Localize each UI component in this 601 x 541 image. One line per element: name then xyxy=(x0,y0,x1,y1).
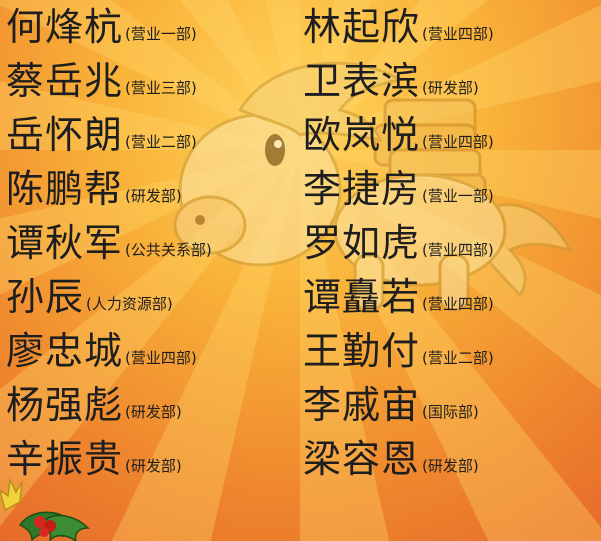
person-name: 孙辰 xyxy=(6,275,85,319)
name-entry: 辛振贵 (研发部) xyxy=(6,426,212,480)
name-entry: 孙辰 (人力资源部) xyxy=(6,264,212,318)
person-name: 辛振贵 xyxy=(6,437,124,481)
right-name-column: 林起欣 (营业四部) 卫表滨 (研发部) 欧岚悦 (营业四部) 李捷房 (营业一部) 罗如虎 (营… xyxy=(303,0,494,480)
person-name: 李捷房 xyxy=(303,167,421,211)
person-name: 陈鹏帮 xyxy=(6,167,124,211)
name-entry: 欧岚悦 (营业四部) xyxy=(303,102,494,156)
department-label: (研发部) xyxy=(125,457,182,475)
department-label: (研发部) xyxy=(125,403,182,421)
horse-nostril xyxy=(195,215,205,225)
department-label: (人力资源部) xyxy=(86,295,173,313)
horse-mane xyxy=(237,61,405,142)
department-label: (研发部) xyxy=(422,457,479,475)
person-name: 何烽杭 xyxy=(6,5,124,49)
sunburst-ray xyxy=(0,0,300,150)
christmas-holly-icon xyxy=(0,477,90,541)
department-label: (营业一部) xyxy=(125,25,197,43)
name-entry: 林起欣 (营业四部) xyxy=(303,0,494,48)
name-entry: 谭矗若 (营业四部) xyxy=(303,264,494,318)
department-label: (研发部) xyxy=(422,79,479,97)
person-name: 王勤付 xyxy=(303,329,421,373)
person-name: 岳怀朗 xyxy=(6,113,124,157)
department-label: (营业四部) xyxy=(422,25,494,43)
person-name: 林起欣 xyxy=(303,5,421,49)
name-entry: 杨强彪 (研发部) xyxy=(6,372,212,426)
name-entry: 李戚宙 (国际部) xyxy=(303,372,494,426)
name-entry: 罗如虎 (营业四部) xyxy=(303,210,494,264)
name-entry: 岳怀朗 (营业二部) xyxy=(6,102,212,156)
name-entry: 廖忠城 (营业四部) xyxy=(6,318,212,372)
person-name: 欧岚悦 xyxy=(303,113,421,157)
person-name: 李戚宙 xyxy=(303,383,421,427)
name-entry: 谭秋军 (公共关系部) xyxy=(6,210,212,264)
department-label: (研发部) xyxy=(125,187,182,205)
name-entry: 陈鹏帮 (研发部) xyxy=(6,156,212,210)
horse-eye xyxy=(265,134,285,166)
horse-muzzle xyxy=(173,195,247,255)
person-name: 杨强彪 xyxy=(6,383,124,427)
name-entry: 卫表滨 (研发部) xyxy=(303,48,494,102)
person-name: 梁容恩 xyxy=(303,437,421,481)
department-label: (国际部) xyxy=(422,403,479,421)
horse-leg xyxy=(353,253,385,312)
department-label: (营业一部) xyxy=(422,187,494,205)
department-label: (营业四部) xyxy=(422,295,494,313)
person-name: 罗如虎 xyxy=(303,221,421,265)
name-entry: 何烽杭 (营业一部) xyxy=(6,0,212,48)
department-label: (营业二部) xyxy=(125,133,197,151)
left-name-column: 何烽杭 (营业一部) 蔡岳兆 (营业三部) 岳怀朗 (营业二部) 陈鹏帮 (研发部) 谭秋军 (公… xyxy=(6,0,212,480)
sunburst-ray xyxy=(300,5,601,150)
department-label: (公共关系部) xyxy=(125,241,212,259)
name-entry: 梁容恩 (研发部) xyxy=(303,426,494,480)
name-entry: 王勤付 (营业二部) xyxy=(303,318,494,372)
department-label: (营业二部) xyxy=(422,349,494,367)
name-entry: 李捷房 (营业一部) xyxy=(303,156,494,210)
person-name: 廖忠城 xyxy=(6,329,124,373)
person-name: 谭秋军 xyxy=(6,221,124,265)
horse-leg xyxy=(438,253,470,312)
department-label: (营业四部) xyxy=(422,241,494,259)
sunburst-ray xyxy=(300,150,390,541)
department-label: (营业三部) xyxy=(125,79,197,97)
horse-mascot-illustration xyxy=(173,61,573,312)
person-name: 蔡岳兆 xyxy=(6,59,124,103)
department-label: (营业四部) xyxy=(125,349,197,367)
person-name: 卫表滨 xyxy=(303,59,421,103)
department-label: (营业四部) xyxy=(422,133,494,151)
person-name: 谭矗若 xyxy=(303,275,421,319)
name-entry: 蔡岳兆 (营业三部) xyxy=(6,48,212,102)
